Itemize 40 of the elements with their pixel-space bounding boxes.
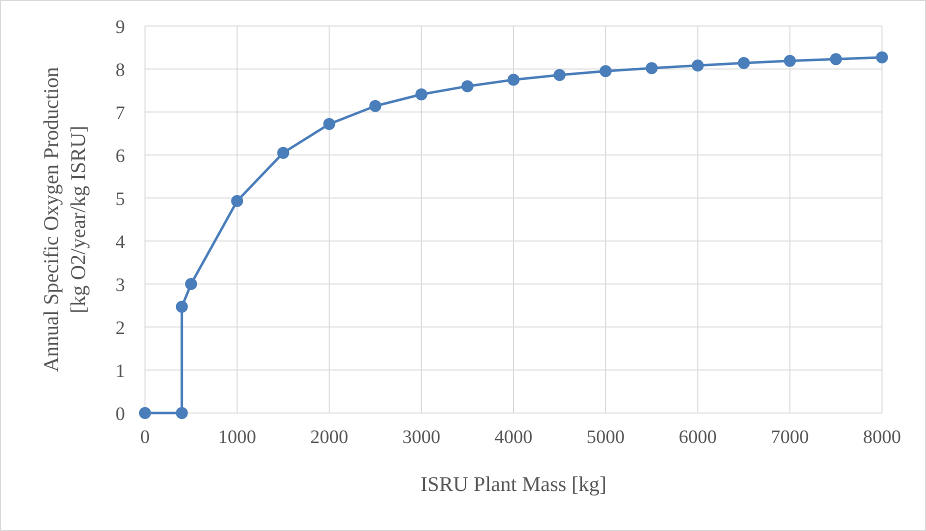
- point: [139, 407, 151, 419]
- x-tick-label: 6000: [678, 427, 717, 448]
- point: [646, 62, 658, 74]
- point: [554, 69, 566, 82]
- y-tick-label: 6: [116, 146, 125, 167]
- point: [415, 88, 428, 100]
- y-tick-label: 7: [116, 103, 125, 124]
- point: [600, 65, 612, 78]
- point: [176, 407, 188, 419]
- point: [277, 146, 290, 159]
- y-tick-label: 8: [116, 60, 125, 81]
- x-axis-title: ISRU Plant Mass [kg]: [420, 472, 607, 496]
- y-tick-label: 1: [116, 361, 125, 382]
- x-tick-label: 2000: [310, 427, 348, 448]
- x-tick-label: 7000: [770, 427, 809, 448]
- y-tick-label: 4: [116, 232, 126, 253]
- x-tick-label: 4000: [494, 427, 532, 448]
- x-tick-label: 8000: [863, 427, 901, 448]
- point: [830, 53, 842, 66]
- point: [508, 74, 520, 86]
- x-tick-label: 0: [140, 427, 150, 448]
- y-axis-title: Annual Specific Oxygen Production [kg O2/year/kg ISRU]: [39, 66, 90, 372]
- point: [876, 51, 888, 64]
- x-tick-label: 5000: [586, 427, 625, 448]
- y-tick-label: 0: [116, 404, 125, 425]
- y-tick-label: 3: [116, 275, 125, 296]
- point: [369, 100, 382, 112]
- point: [323, 118, 336, 130]
- point: [738, 56, 750, 69]
- point: [461, 80, 474, 92]
- y-tick-label: 5: [116, 189, 125, 210]
- point: [692, 60, 704, 72]
- point: [176, 300, 188, 313]
- x-tick-label: 3000: [402, 427, 440, 448]
- point: [231, 195, 244, 208]
- point: [784, 54, 796, 67]
- y-tick-label: 9: [116, 17, 125, 38]
- x-tick-label: 1000: [218, 427, 256, 448]
- y-tick-label: 2: [116, 318, 125, 339]
- point: [185, 278, 198, 290]
